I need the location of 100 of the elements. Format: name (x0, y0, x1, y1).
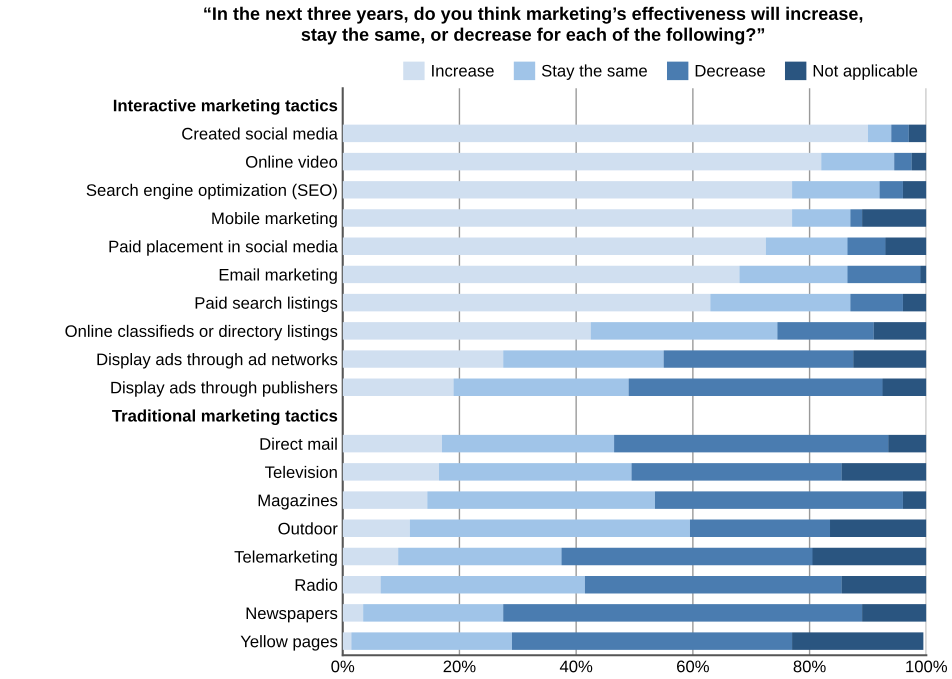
legend-label: Decrease (696, 65, 765, 77)
bar (862, 209, 926, 227)
bar (766, 237, 848, 255)
bar (882, 378, 926, 396)
bar (888, 434, 926, 452)
bar (777, 322, 874, 340)
bar (342, 294, 710, 312)
y-tick-label: Search engine optimization (SEO) (86, 184, 337, 200)
bar (614, 434, 888, 452)
bar (902, 181, 926, 199)
bar (590, 322, 778, 340)
bar (821, 152, 894, 170)
bar (439, 463, 632, 481)
bar (848, 237, 886, 255)
bar (342, 266, 740, 284)
bar (891, 124, 909, 142)
y-tick-label: Newspapers (246, 607, 338, 622)
bar (902, 294, 926, 312)
x-tick-label: 40% (560, 660, 592, 672)
bar (398, 548, 562, 566)
bar (850, 294, 903, 312)
bar (792, 209, 850, 227)
bar (850, 209, 862, 227)
bar (853, 350, 926, 368)
bar (380, 576, 585, 594)
bar (880, 181, 903, 199)
y-tick-label: Traditional marketing tactics (112, 409, 338, 426)
bar (862, 604, 926, 622)
bar (342, 209, 792, 227)
bar (562, 548, 812, 566)
y-tick-label: Radio (296, 578, 338, 591)
bar (342, 632, 352, 650)
bar (342, 181, 792, 199)
bar (427, 491, 655, 509)
bar (874, 322, 926, 340)
bar (885, 237, 926, 255)
y-tick-label: Email marketing (220, 268, 337, 284)
legend-label: Stay the same (542, 64, 647, 80)
bar (503, 604, 862, 622)
y-tick-label: Telemarketing (234, 550, 337, 566)
bar (512, 632, 792, 650)
bar (848, 266, 920, 284)
y-tick-label: Magazines (258, 494, 338, 510)
chart-title: “In the next three years, do you think marketing’s effectiveness will increase, stay the same, or decrease for each of the following?” (204, 6, 862, 45)
bar (503, 350, 664, 368)
bar (342, 322, 591, 340)
bar (842, 576, 926, 594)
bar (342, 152, 822, 170)
bar (628, 378, 883, 396)
bar (868, 124, 892, 142)
y-tick-label: Online classifieds or directory listings (65, 324, 338, 340)
y-tick-label: Direct mail (260, 438, 337, 450)
x-tick-label: 60% (677, 660, 709, 672)
y-tick-label: Online video (246, 156, 338, 168)
y-tick-label: Yellow pages (240, 635, 338, 651)
bar (908, 124, 926, 142)
bar (812, 548, 926, 566)
bar (792, 181, 880, 199)
bar (342, 491, 428, 509)
legend-label: Increase (432, 65, 494, 77)
bar (342, 434, 442, 452)
legend-label: Not applicable (814, 64, 918, 80)
bar (792, 632, 924, 650)
bar (342, 237, 766, 255)
bar (912, 152, 926, 170)
bar (584, 576, 842, 594)
bar (740, 266, 848, 284)
bar (410, 520, 690, 538)
bar (830, 520, 926, 538)
bar (342, 350, 504, 368)
x-tick-label: 100% (906, 660, 948, 672)
y-tick-label: Display ads through publishers (111, 381, 338, 397)
bar (664, 350, 854, 368)
x-tick-label: 80% (794, 660, 826, 672)
x-tick-label: 0% (331, 660, 354, 672)
y-tick-label: Paid placement in social media (109, 240, 338, 256)
bar (442, 434, 614, 452)
y-tick-label: Outdoor (278, 522, 338, 535)
y-tick-label: Television (265, 466, 337, 478)
bar (710, 294, 850, 312)
bar (690, 520, 830, 538)
y-tick-label: Created social media (182, 127, 338, 140)
y-tick-label: Paid search listings (196, 296, 338, 312)
bar (351, 632, 512, 650)
bar (920, 266, 926, 284)
bar (342, 604, 364, 622)
bar (363, 604, 504, 622)
y-tick-label: Interactive marketing tactics (114, 99, 338, 115)
bar (342, 124, 868, 142)
bar (342, 463, 440, 481)
bar (902, 491, 926, 509)
y-tick-label: Mobile marketing (212, 212, 337, 228)
x-tick-label: 20% (444, 660, 476, 672)
bar (342, 520, 410, 538)
bar (342, 548, 398, 566)
bar (342, 576, 381, 594)
bar (342, 378, 454, 396)
bar (842, 463, 926, 481)
bar (632, 463, 842, 481)
y-tick-label: Display ads through ad networks (97, 353, 338, 369)
